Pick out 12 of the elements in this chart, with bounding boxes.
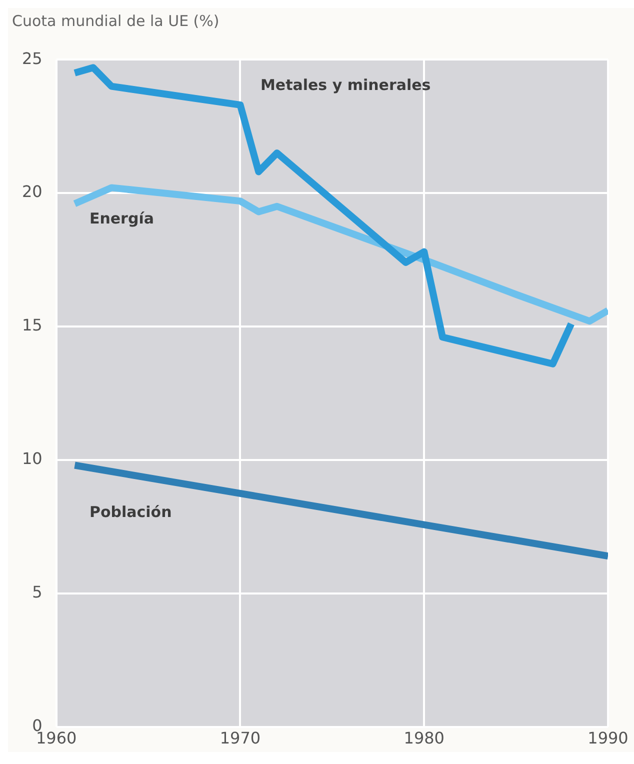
y-tick-label: 20 [22,182,42,202]
y-tick-label: 15 [22,316,42,335]
series-label: Metales y minerales [260,76,431,94]
x-tick-label: 1990 [588,728,628,748]
series-label: Energía [89,210,154,228]
y-tick-label: 5 [32,582,42,602]
y-tick-label: 25 [22,48,42,68]
series-label: Población [89,503,172,522]
y-axis-title: Cuota mundial de la UE (%) [11,11,220,32]
x-tick-label: 1970 [220,728,261,748]
y-tick-label: 10 [22,449,42,468]
x-tick-label: 1980 [404,728,444,748]
